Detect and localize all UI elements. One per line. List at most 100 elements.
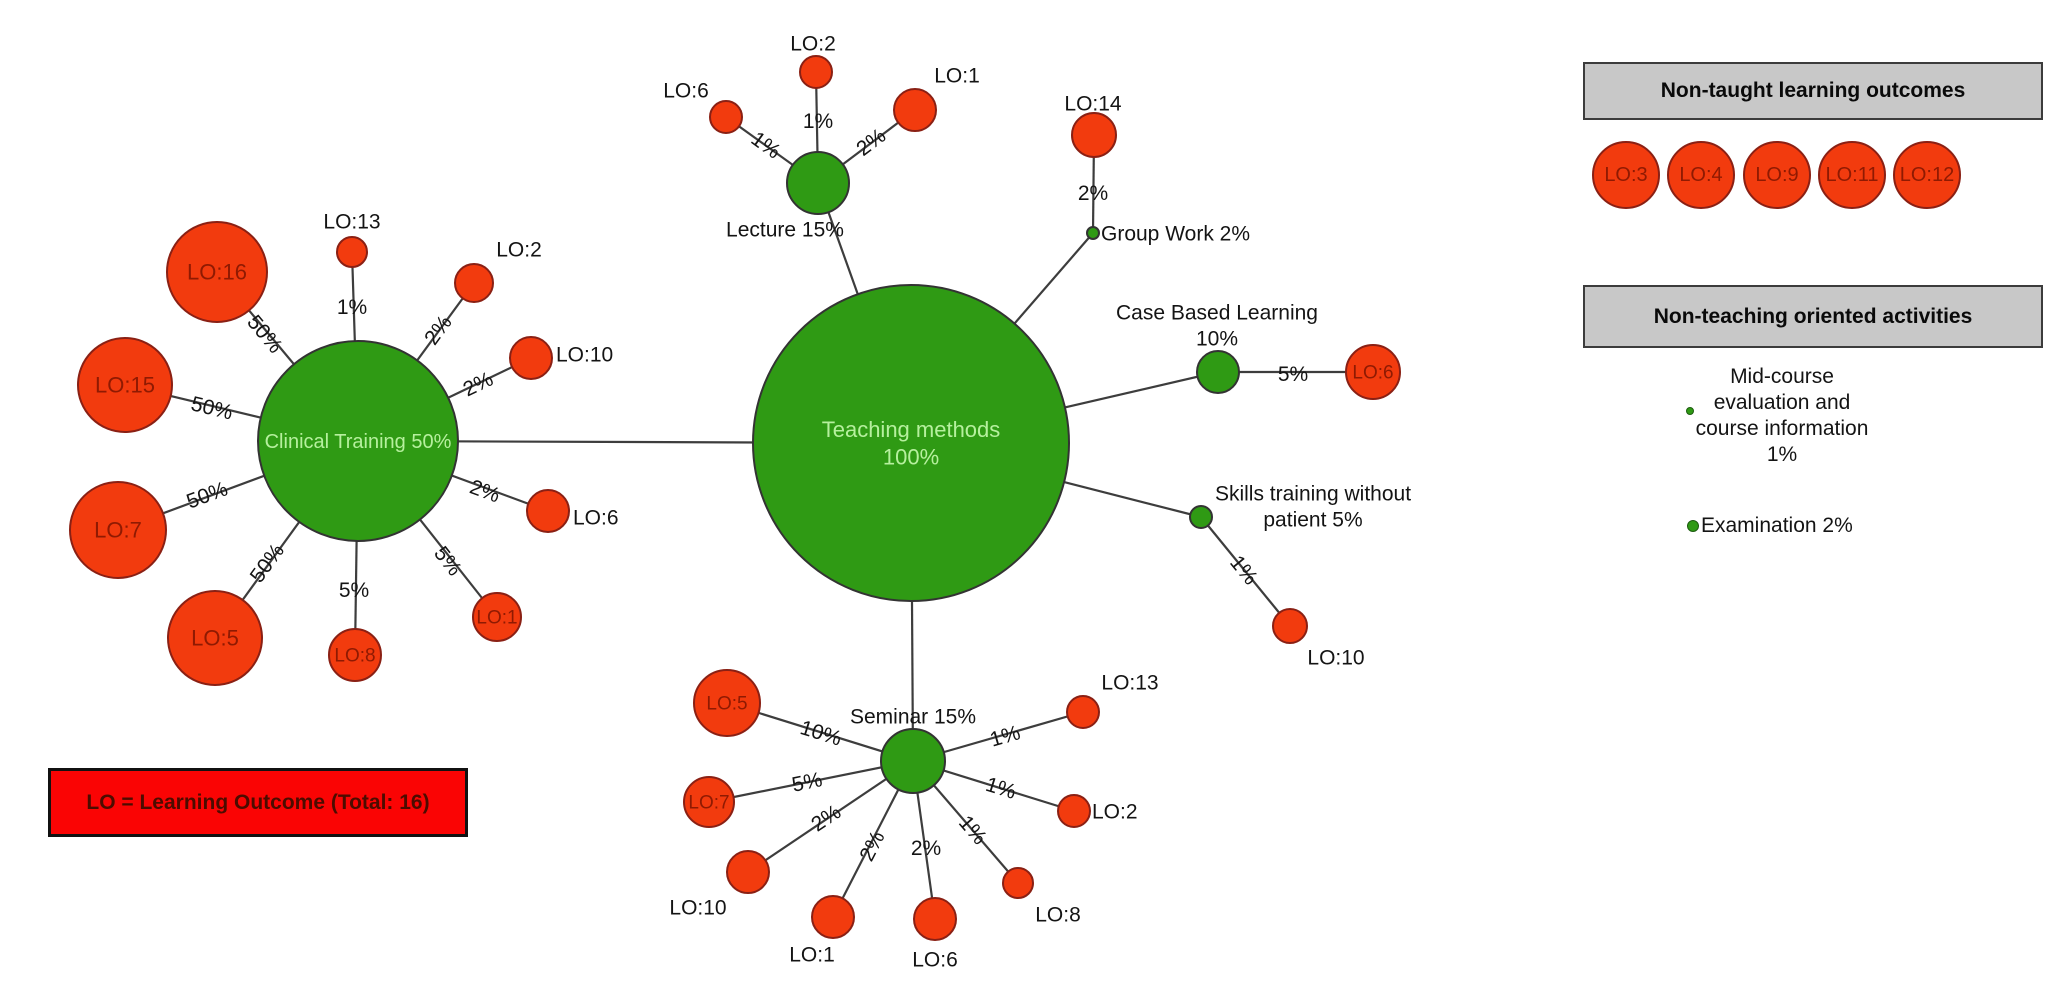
outcome-node-m5 (693, 669, 761, 737)
edge-pct-clinical-c1: 5% (429, 542, 466, 580)
outcome-node-l6 (709, 100, 743, 134)
node-label-c7: LO:7 (94, 518, 142, 543)
edge-seminar-m10 (747, 760, 914, 873)
outcome-node-l1 (893, 88, 937, 132)
node-label-m7: LO:7 (688, 793, 729, 814)
legend-non-teaching-title: Non-teaching oriented activities (1653, 304, 1973, 328)
outcome-node-c10 (509, 336, 553, 380)
edge-pct-groupwork-g14: 2% (1078, 182, 1108, 205)
edge-pct-lecture-l1: 2% (852, 124, 890, 161)
method-node-seminar (880, 728, 946, 794)
outcome-node-c5 (167, 590, 263, 686)
midcourse-evaluation-label: Mid-course evaluation and course informa… (1642, 364, 1922, 468)
midcourse-line: Mid-course (1730, 365, 1834, 388)
node-label-c8: LO:8 (334, 646, 375, 667)
edge-skills-s10 (1200, 516, 1291, 627)
node-label-c5: LO:5 (191, 626, 239, 651)
outcome-node-m7 (683, 776, 735, 828)
method-node-teaching (752, 284, 1070, 602)
method-node-groupwork (1086, 226, 1100, 240)
outcome-node-c15 (77, 337, 173, 433)
outcome-node-m6 (913, 897, 957, 941)
note-text: LO = Learning Outcome (Total: 16) (86, 790, 430, 814)
edge-pct-seminar-m7: 5% (790, 768, 824, 797)
node-name-m10: LO:10 (669, 896, 726, 919)
examination-label: Examination 2% (1701, 514, 1853, 537)
outcome-node-c13 (336, 236, 368, 268)
outcome-node-m10 (726, 850, 770, 894)
node-name-groupwork: Group Work 2% (1101, 222, 1250, 245)
edge-pct-seminar-m13: 1% (987, 721, 1023, 752)
edge-pct-clinical-c6: 2% (467, 475, 503, 507)
edge-pct-seminar-m5: 10% (797, 716, 844, 750)
outcome-node-c7 (69, 481, 167, 579)
node-name-s10: LO:10 (1307, 646, 1364, 669)
examination-dot-icon (1687, 520, 1699, 532)
legend-outcome-lo12: LO:12 (1893, 141, 1961, 209)
method-node-lecture (786, 151, 850, 215)
midcourse-line: 1% (1766, 443, 1798, 466)
node-name-m2: LO:2 (1092, 800, 1138, 823)
node-name-c13: LO:13 (323, 210, 380, 233)
outcome-node-m2 (1057, 794, 1091, 828)
node-name-l2: LO:2 (790, 32, 836, 55)
edge-pct-clinical-c2: 2% (420, 311, 457, 349)
outcome-node-c2 (454, 263, 494, 303)
edge-pct-seminar-m10: 2% (807, 800, 845, 836)
legend-outcome-label: LO:12 (1899, 163, 1955, 186)
legend-outcome-lo3: LO:3 (1592, 141, 1660, 209)
edge-pct-seminar-m8: 1% (954, 811, 991, 849)
legend-outcome-label: LO:11 (1825, 163, 1879, 186)
edge-pct-clinical-c15: 50% (189, 392, 235, 424)
legend-outcome-label: LO:9 (1755, 163, 1799, 186)
outcome-node-c1 (472, 592, 522, 642)
midcourse-line: evaluation and (1713, 391, 1851, 414)
outcome-node-m1 (811, 895, 855, 939)
legend-outcome-lo4: LO:4 (1667, 141, 1735, 209)
node-name-c6: LO:6 (573, 506, 619, 529)
node-name-m8: LO:8 (1035, 903, 1081, 926)
edge-pct-clinical-c7: 50% (183, 477, 230, 513)
edge-seminar-m7 (708, 759, 914, 804)
node-name-m13: LO:13 (1101, 671, 1158, 694)
node-name-cbl: 10% (1196, 327, 1238, 350)
node-label-c15: LO:15 (95, 373, 155, 398)
edge-pct-cbl-cb6: 5% (1278, 363, 1308, 386)
legend-non-taught-header: Non-taught learning outcomes (1583, 62, 2043, 120)
outcome-node-s10 (1272, 608, 1308, 644)
legend-outcome-lo11: LO:11 (1818, 141, 1886, 209)
node-name-cbl: Case Based Learning (1116, 301, 1318, 324)
outcome-node-l2 (799, 55, 833, 89)
node-name-g14: LO:14 (1064, 92, 1122, 115)
outcome-node-c16 (166, 221, 268, 323)
method-node-clinical (257, 340, 459, 542)
outcome-node-m8 (1002, 867, 1034, 899)
midcourse-line: course information (1695, 417, 1869, 440)
edge-pct-seminar-m2: 1% (983, 773, 1019, 804)
outcome-node-c6 (526, 489, 570, 533)
edge-pct-lecture-l2: 1% (803, 110, 833, 133)
method-node-skills (1189, 505, 1213, 529)
edge-pct-clinical-c10: 2% (460, 368, 497, 402)
edge-pct-seminar-m1: 2% (855, 827, 889, 865)
node-label-c1: LO:1 (476, 608, 517, 629)
node-name-seminar: Seminar 15% (850, 705, 976, 728)
legend-outcome-label: LO:4 (1679, 163, 1723, 186)
edge-pct-seminar-m6: 2% (911, 837, 941, 860)
node-name-l1: LO:1 (934, 64, 980, 87)
outcome-node-c8 (328, 628, 382, 682)
outcome-node-m13 (1066, 695, 1100, 729)
edge-pct-clinical-c13: 1% (337, 296, 367, 319)
node-name-l6: LO:6 (663, 79, 709, 102)
node-label-cb6: LO:6 (1352, 363, 1393, 384)
edge-pct-lecture-l6: 1% (747, 127, 785, 163)
legend-outcome-lo9: LO:9 (1743, 141, 1811, 209)
legend-non-taught-title: Non-taught learning outcomes (1660, 79, 1966, 102)
node-name-c2: LO:2 (496, 238, 542, 261)
outcome-node-g14 (1071, 112, 1117, 158)
node-label-m5: LO:5 (706, 694, 747, 715)
node-label-teaching: 100% (883, 444, 939, 469)
legend-outcome-label: LO:3 (1604, 163, 1648, 186)
edge-pct-clinical-c16: 50% (242, 311, 287, 358)
